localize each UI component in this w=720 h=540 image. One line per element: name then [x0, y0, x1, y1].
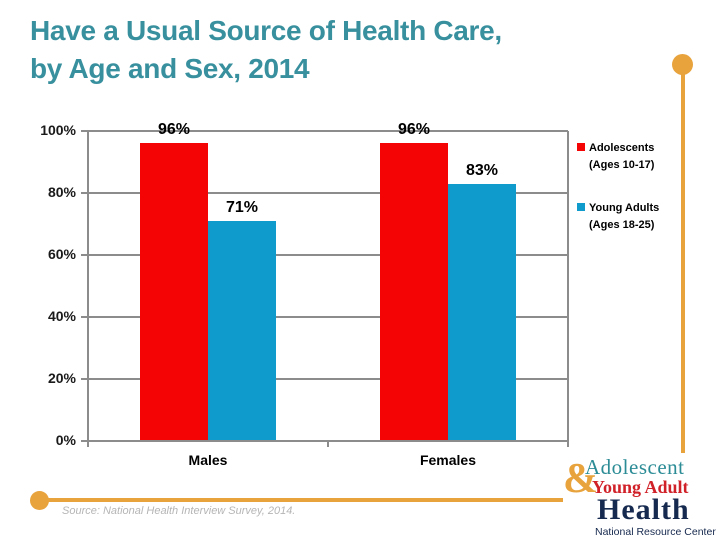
- logo-ampersand: &: [563, 456, 598, 502]
- gridline: [88, 130, 568, 132]
- chart-legend: Adolescents (Ages 10-17) Young Adults (A…: [577, 140, 659, 260]
- bar-value-label: 83%: [465, 162, 499, 179]
- accent-circle-top-right: [672, 54, 693, 75]
- legend-label-young-adults: Young Adults (Ages 18-25): [589, 202, 660, 231]
- bar-adolescents-females: [380, 143, 448, 441]
- bar-young-females: [448, 184, 516, 441]
- logo-national-resource-center-text: National Resource Center: [595, 526, 716, 538]
- y-axis-tick: [81, 378, 88, 380]
- legend-label-adolescents: Adolescents (Ages 10-17): [589, 142, 655, 171]
- y-tick-label: 60%: [47, 246, 76, 262]
- y-tick-label: 100%: [40, 122, 76, 138]
- logo-young-adult-text: Young Adult: [592, 477, 689, 497]
- gridline: [88, 254, 568, 256]
- category-label: Males: [188, 452, 228, 468]
- gridline: [88, 316, 568, 318]
- y-tick-label: 0%: [55, 432, 76, 448]
- bar-value-label: 96%: [397, 121, 431, 138]
- gridline: [88, 378, 568, 380]
- y-tick-label: 20%: [47, 370, 76, 386]
- slide-title: Have a Usual Source of Health Care, by A…: [30, 12, 502, 88]
- x-axis-tick: [327, 441, 329, 447]
- plot-right-border: [567, 131, 569, 443]
- slide-title-line2: by Age and Sex, 2014: [30, 53, 310, 84]
- bar-young-males: [208, 221, 276, 441]
- y-axis-tick: [81, 316, 88, 318]
- accent-horizontal-line: [44, 498, 572, 502]
- logo-adolescent-text: Adolescent: [585, 455, 685, 479]
- accent-vertical-line: [681, 70, 685, 455]
- legend-item-adolescents: Adolescents (Ages 10-17): [577, 140, 659, 174]
- bar-adolescents-males: [140, 143, 208, 441]
- org-logo: & Adolescent Young Adult Health National…: [563, 453, 720, 540]
- accent-circle-bottom-left: [30, 491, 49, 510]
- y-axis-line: [87, 131, 89, 443]
- legend-swatch-adolescents: [577, 143, 585, 151]
- category-label: Females: [419, 452, 477, 468]
- y-axis-tick: [81, 130, 88, 132]
- y-axis-tick: [81, 254, 88, 256]
- y-axis-tick: [81, 192, 88, 194]
- bar-value-label: 96%: [157, 121, 191, 138]
- bar-value-label: 71%: [225, 199, 259, 216]
- legend-item-young-adults: Young Adults (Ages 18-25): [577, 200, 659, 234]
- x-axis-line: [81, 440, 568, 442]
- slide-title-line1: Have a Usual Source of Health Care,: [30, 15, 502, 46]
- source-citation: Source: National Health Interview Survey…: [62, 505, 296, 517]
- x-axis-tick: [567, 441, 569, 447]
- gridline: [88, 192, 568, 194]
- y-tick-label: 80%: [47, 184, 76, 200]
- x-axis-tick: [87, 441, 89, 447]
- legend-swatch-young-adults: [577, 203, 585, 211]
- y-tick-label: 40%: [47, 308, 76, 324]
- logo-health-text: Health: [597, 493, 690, 526]
